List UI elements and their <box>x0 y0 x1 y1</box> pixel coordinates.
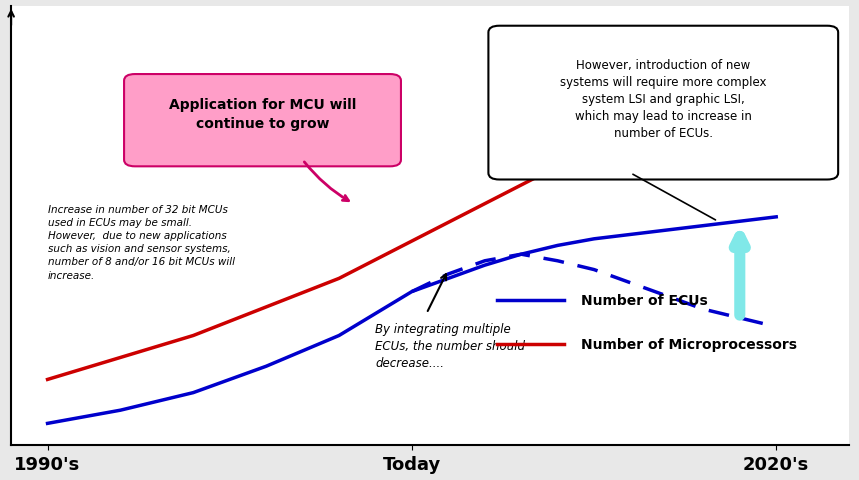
Text: By integrating multiple
ECUs, the number should
decrease....: By integrating multiple ECUs, the number… <box>375 323 526 370</box>
Text: Increase in number of 32 bit MCUs
used in ECUs may be small.
However,  due to ne: Increase in number of 32 bit MCUs used i… <box>47 204 235 280</box>
FancyBboxPatch shape <box>489 27 838 180</box>
Text: Number of ECUs: Number of ECUs <box>581 294 708 308</box>
FancyBboxPatch shape <box>124 75 401 167</box>
Text: However, introduction of new
systems will require more complex
system LSI and gr: However, introduction of new systems wil… <box>560 59 766 139</box>
Text: Number of Microprocessors: Number of Microprocessors <box>581 337 797 351</box>
Text: Application for MCU will
continue to grow: Application for MCU will continue to gro… <box>169 98 356 131</box>
